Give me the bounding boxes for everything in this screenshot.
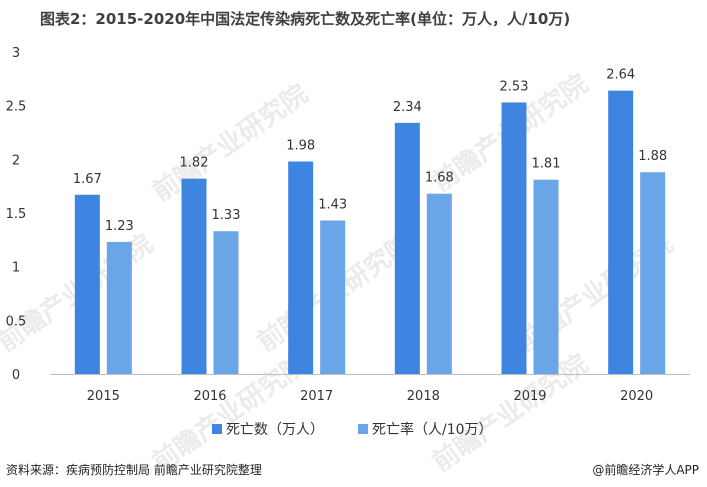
y-tick-label: 3 xyxy=(12,46,20,61)
data-label: 1.82 xyxy=(180,156,209,171)
bar-deaths xyxy=(288,161,314,374)
bar-rate xyxy=(213,231,239,374)
y-tick-label: 1.5 xyxy=(6,207,27,222)
source-note: 资料来源：疾病预防控制局 前瞻产业研究院整理 xyxy=(6,463,262,477)
data-label: 1.67 xyxy=(73,172,102,187)
legend-label: 死亡率（人/10万） xyxy=(372,421,493,438)
bar-deaths xyxy=(74,194,100,374)
data-label: 1.81 xyxy=(532,157,561,172)
bar-rate xyxy=(426,193,452,374)
data-label: 1.88 xyxy=(638,149,667,164)
x-tick-label: 2018 xyxy=(407,389,440,404)
bar-rate xyxy=(533,179,559,374)
data-label: 2.53 xyxy=(500,79,529,94)
data-label: 1.33 xyxy=(212,208,241,223)
x-tick-label: 2019 xyxy=(513,389,546,404)
bar-rate xyxy=(106,241,132,374)
y-tick-label: 0.5 xyxy=(6,314,27,329)
data-label: 1.98 xyxy=(286,138,315,153)
data-label: 2.64 xyxy=(606,68,635,83)
y-tick-label: 0 xyxy=(12,368,20,383)
bars-layer xyxy=(74,90,666,375)
legend: 死亡数（万人） 死亡率（人/10万） xyxy=(212,421,493,438)
data-label: 1.23 xyxy=(105,219,134,234)
legend-swatch xyxy=(212,424,222,434)
data-label: 2.34 xyxy=(393,100,422,115)
y-tick-label: 2 xyxy=(12,153,20,168)
bar-deaths xyxy=(181,178,207,374)
bar-deaths xyxy=(394,122,420,374)
y-tick-label: 1 xyxy=(12,261,20,276)
legend-swatch xyxy=(358,424,368,434)
data-labels: 1.67 1.23 1.82 1.33 1.98 1.43 2.34 1.68 2.53 1.81… xyxy=(73,68,667,234)
brand-credit: @前瞻经济学人APP xyxy=(592,463,699,477)
y-axis: 0 0.5 1 1.5 2 2.5 3 xyxy=(6,46,27,383)
y-tick-label: 2.5 xyxy=(6,100,27,115)
bar-rate xyxy=(320,220,346,374)
bar-deaths xyxy=(608,90,634,374)
data-label: 1.68 xyxy=(425,171,454,186)
x-axis: 2015 2016 2017 2018 2019 2020 xyxy=(50,374,690,404)
x-tick-label: 2020 xyxy=(620,389,653,404)
chart-title: 图表2：2015-2020年中国法定传染病死亡数及死亡率(单位：万人，人/10万… xyxy=(40,10,571,28)
bar-deaths xyxy=(501,102,527,375)
x-tick-label: 2017 xyxy=(300,389,333,404)
bar-rate xyxy=(640,172,666,374)
legend-label: 死亡数（万人） xyxy=(226,422,324,438)
x-tick-label: 2016 xyxy=(193,389,226,404)
data-label: 1.43 xyxy=(318,198,347,213)
x-tick-label: 2015 xyxy=(87,389,120,404)
